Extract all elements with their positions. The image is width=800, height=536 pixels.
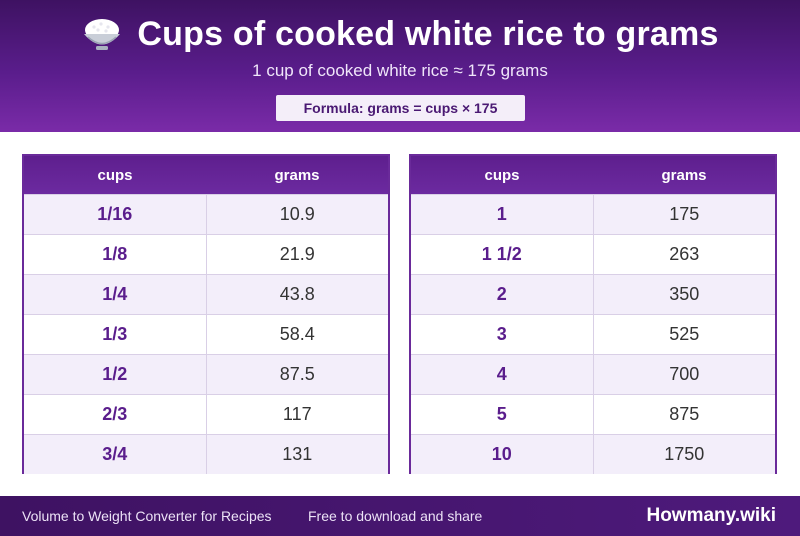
title-row: Cups of cooked white rice to grams	[0, 14, 800, 54]
cups-cell: 3/4	[24, 435, 207, 474]
cups-cell: 3	[411, 315, 594, 354]
brand-logo-text[interactable]: Howmany.wiki	[646, 505, 776, 526]
footer-note: Free to download and share	[308, 508, 483, 524]
table-row: 1/4 43.8	[24, 274, 388, 314]
table-header: cups grams	[411, 156, 775, 194]
grams-cell: 1750	[664, 444, 705, 464]
grams-cell: 10.9	[279, 204, 315, 224]
formula-badge: Formula: grams = cups × 175	[276, 95, 525, 121]
rice-bowl-icon	[81, 15, 123, 53]
grams-cell: 21.9	[279, 244, 315, 264]
table-row: 5 875	[411, 394, 775, 434]
grams-cell: 175	[669, 204, 700, 224]
grams-cell: 87.5	[279, 364, 315, 384]
page-title: Cups of cooked white rice to grams	[137, 15, 719, 53]
grams-cell: 43.8	[279, 284, 315, 304]
table-row: 1/2 87.5	[24, 354, 388, 394]
table-row: 1 1/2 263	[411, 234, 775, 274]
table-header: cups grams	[24, 156, 388, 194]
cups-cell: 2	[411, 275, 594, 314]
cups-cell: 2/3	[24, 395, 207, 434]
cups-cell: 4	[411, 355, 594, 394]
table-row: 2 350	[411, 274, 775, 314]
page-subtitle: 1 cup of cooked white rice ≈ 175 grams	[252, 61, 548, 80]
cups-cell: 1/16	[24, 195, 207, 234]
table-row: 1/8 21.9	[24, 234, 388, 274]
footer-bar: Volume to Weight Converter for Recipes F…	[0, 496, 800, 536]
grams-cell: 117	[282, 404, 312, 424]
grams-cell: 131	[282, 444, 313, 464]
grams-cell: 263	[669, 244, 700, 264]
table-body: 1/16 10.9 1/8 21.9 1/4 43.8 1/3 58.4 1/2 87.5…	[24, 194, 388, 474]
table-row: 4 700	[411, 354, 775, 394]
table-row: 3 525	[411, 314, 775, 354]
column-header-cups: cups	[484, 166, 520, 184]
grams-cell: 350	[669, 284, 700, 304]
table-row: 1/16 10.9	[24, 194, 388, 234]
cups-cell: 5	[411, 395, 594, 434]
grams-cell: 875	[669, 404, 700, 424]
grams-cell: 525	[669, 324, 700, 344]
column-header-grams: grams	[274, 166, 320, 184]
footer-tagline: Volume to Weight Converter for Recipes	[22, 508, 272, 524]
cups-cell: 1	[411, 195, 594, 234]
grams-cell: 700	[669, 364, 700, 384]
cups-cell: 1/4	[24, 275, 207, 314]
conversion-table-small: cups grams 1/16 10.9 1/8 21.9 1/4 43.8 1/3 5…	[22, 154, 390, 474]
table-body: 1 175 1 1/2 263 2 350 3 525 4 700 5 875 10 1750	[411, 194, 775, 474]
column-header-cups: cups	[97, 166, 133, 184]
table-row: 2/3 117	[24, 394, 388, 434]
table-row: 10 1750	[411, 434, 775, 474]
cups-cell: 1/8	[24, 235, 207, 274]
table-row: 1/3 58.4	[24, 314, 388, 354]
cups-cell: 1/2	[24, 355, 207, 394]
column-header-grams: grams	[661, 166, 707, 184]
conversion-table-large: cups grams 1 175 1 1/2 263 2 350 3 525 4 700 …	[409, 154, 777, 474]
header-banner: Cups of cooked white rice to grams 1 cup…	[0, 0, 800, 132]
cups-cell: 10	[411, 435, 594, 474]
table-row: 1 175	[411, 194, 775, 234]
table-row: 3/4 131	[24, 434, 388, 474]
grams-cell: 58.4	[279, 324, 315, 344]
cups-cell: 1 1/2	[411, 235, 594, 274]
cups-cell: 1/3	[24, 315, 207, 354]
